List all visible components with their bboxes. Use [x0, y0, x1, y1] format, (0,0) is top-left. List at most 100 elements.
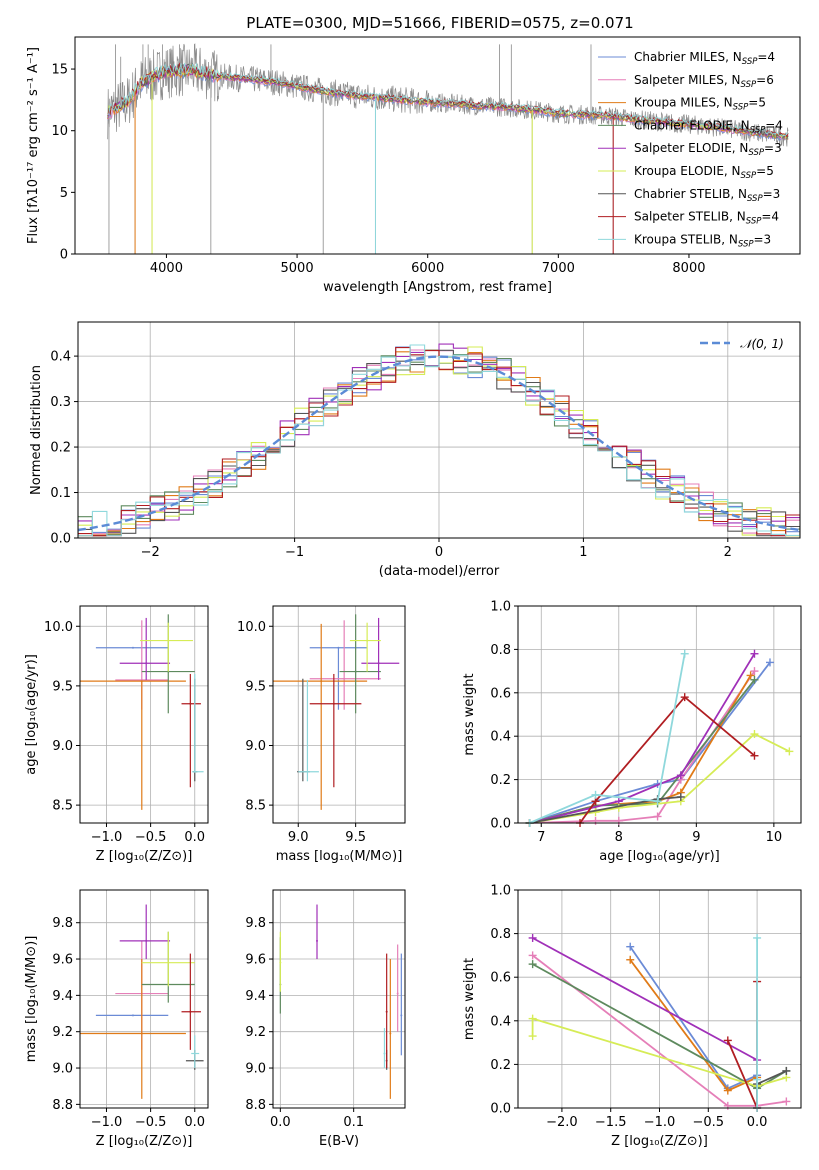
axes-frame [79, 889, 209, 1109]
point-kroupa-elodie [167, 961, 170, 964]
point-kroupa-elodie [366, 639, 369, 642]
x-tick-label: −2.0 [546, 1115, 578, 1130]
legend-label-base: Chabrier STELIB, N [634, 187, 747, 201]
point-salpeter-elodie [316, 939, 318, 942]
point-kroupa-elodie [279, 961, 282, 964]
spectrum-panel: 4000 5000 6000 7000 8000 0 5 10 15 wavelength [An… [26, 36, 801, 295]
legend-label-subscript: SSP [733, 103, 749, 113]
legend-label-subscript: SSP [747, 194, 763, 204]
x-tick-label: 8 [615, 830, 623, 845]
x-tick-label: 7000 [542, 261, 575, 276]
point-kroupa-elodie [167, 639, 170, 642]
series-line-kroupa-elodie [529, 732, 790, 824]
axes-frame [77, 321, 801, 539]
y-tick-label: 15 [51, 63, 68, 78]
y-tick-label: 0.2 [490, 773, 511, 788]
legend-label-salpeter-stelib: Salpeter STELIB, NSSP=4 [634, 210, 779, 227]
errorbar-group [80, 904, 204, 1099]
legend-label-subscript: SSP [746, 217, 762, 227]
y-tick-label: 8.8 [52, 1098, 73, 1113]
legend-label-base: Salpeter STELIB, N [634, 210, 746, 224]
legend-label-base: Salpeter MILES, N [634, 73, 741, 87]
x-tick-label: 9.0 [288, 830, 309, 845]
legend-label-suffix: =5 [748, 96, 766, 110]
series-line-salpeter-miles [529, 670, 756, 824]
y-tick-label: 9.5 [245, 679, 266, 694]
y-tick-label: 1.0 [490, 600, 511, 615]
y-tick-label: 0.2 [490, 1058, 511, 1073]
x-tick-label: 9.5 [345, 830, 366, 845]
y-tick-label: 0.0 [50, 532, 71, 547]
legend-label-subscript: SSP [750, 125, 766, 135]
x-tick-label: 6000 [411, 261, 444, 276]
x-tick-label: 2 [724, 545, 732, 560]
x-axis-label: (data-model)/error [379, 564, 500, 579]
x-tick-label: 4000 [150, 261, 183, 276]
axes-frame [517, 605, 802, 824]
y-tick-label: 0.8 [490, 927, 511, 942]
x-tick-label: 0.0 [184, 1115, 205, 1130]
y-tick-label: 0.8 [490, 643, 511, 658]
axes-frame [517, 889, 802, 1109]
axes-frame [74, 36, 801, 255]
y-tick-label: 0.3 [50, 395, 71, 410]
y-tick-label: 5 [60, 186, 68, 201]
axes-frame [272, 605, 406, 824]
legend-label-kroupa-miles: Kroupa MILES, NSSP=5 [634, 96, 766, 113]
x-tick-label: 0.1 [343, 1115, 364, 1130]
series-line-salpeter-elodie [532, 937, 758, 1061]
x-tick-label: 0.0 [184, 830, 205, 845]
y-tick-label: 10.0 [44, 620, 73, 635]
age-vs-metallicity-panel: −1.0 −0.5 0.0 8.5 9.0 9.5 10.0 Z [log₁₀(Z/Z⊙)] a… [24, 605, 209, 864]
y-tick-label: 9.2 [52, 1025, 73, 1040]
x-tick-label: −0.5 [693, 1115, 725, 1130]
y-tick-label: 9.0 [245, 739, 266, 754]
x-axis-label: E(B-V) [319, 1134, 359, 1149]
y-tick-label: 0.0 [490, 817, 511, 832]
histogram-step-kroupa-stelib [78, 344, 800, 537]
y-tick-label: 0.2 [50, 441, 71, 456]
legend-label-suffix: =4 [757, 50, 775, 64]
point-chabrier-miles [400, 1014, 403, 1017]
age-vs-mass-panel: 9.0 9.5 8.5 9.0 9.5 10.0 mass [log₁₀(M/M⊙)] [237, 605, 406, 864]
y-axis-label: Flux [fλ10⁻¹⁷ erg cm⁻² s⁻¹ A⁻¹] [26, 47, 41, 244]
legend-label-suffix: =4 [761, 210, 779, 224]
errorbar-group [80, 614, 204, 810]
legend-label-suffix: =3 [754, 232, 772, 246]
y-axis-label: mass [log₁₀(M/M⊙)] [24, 936, 39, 1063]
legend-label-suffix: =6 [756, 73, 774, 87]
series-line-kroupa-stelib [529, 653, 686, 824]
legend-label-base: Kroupa MILES, N [634, 96, 733, 110]
point-kroupa-stelib [383, 1052, 386, 1055]
x-tick-label: 10 [766, 830, 783, 845]
legend-label-subscript: SSP [738, 239, 754, 249]
x-axis-label: Z [log₁₀(Z/Z⊙)] [611, 1134, 708, 1149]
y-tick-label: 9.8 [52, 916, 73, 931]
point-salpeter-miles [343, 677, 346, 680]
legend-label-subscript: SSP [741, 80, 757, 90]
x-tick-label: −1.5 [595, 1115, 627, 1130]
x-tick-label: 1 [579, 545, 587, 560]
x-tick-label: −1.0 [91, 830, 123, 845]
series-line-salpeter-elodie [529, 653, 756, 824]
x-axis-label: age [log₁₀(age/yr)] [599, 849, 720, 864]
x-tick-label: −0.5 [135, 830, 167, 845]
legend-label-chabrier-stelib: Chabrier STELIB, NSSP=3 [634, 187, 780, 204]
x-tick-label: 0.0 [270, 1115, 291, 1130]
legend-label-base: Chabrier ELODIE, N [634, 118, 750, 132]
legend-label-subscript: SSP [741, 171, 757, 181]
y-tick-label: 0.4 [490, 1014, 511, 1029]
y-axis-label: age [log₁₀(age/yr)] [24, 654, 39, 775]
y-tick-label: 9.6 [52, 953, 73, 968]
x-tick-label: 7 [537, 830, 545, 845]
point-kroupa-stelib [193, 770, 196, 773]
y-tick-label: 8.8 [245, 1098, 266, 1113]
legend-label-suffix: =3 [763, 187, 781, 201]
point-salpeter-elodie [145, 939, 148, 942]
y-tick-label: 0.4 [50, 350, 71, 365]
legend-label-base: Salpeter ELODIE, N [634, 141, 748, 155]
y-tick-label: 9.0 [52, 1062, 73, 1077]
legend-label-kroupa-elodie: Kroupa ELODIE, NSSP=5 [634, 164, 774, 181]
residual-histogram-panel: −2 −1 0 1 2 0.0 0.1 0.2 0.3 0.4 (data-model)/error… [29, 321, 801, 579]
